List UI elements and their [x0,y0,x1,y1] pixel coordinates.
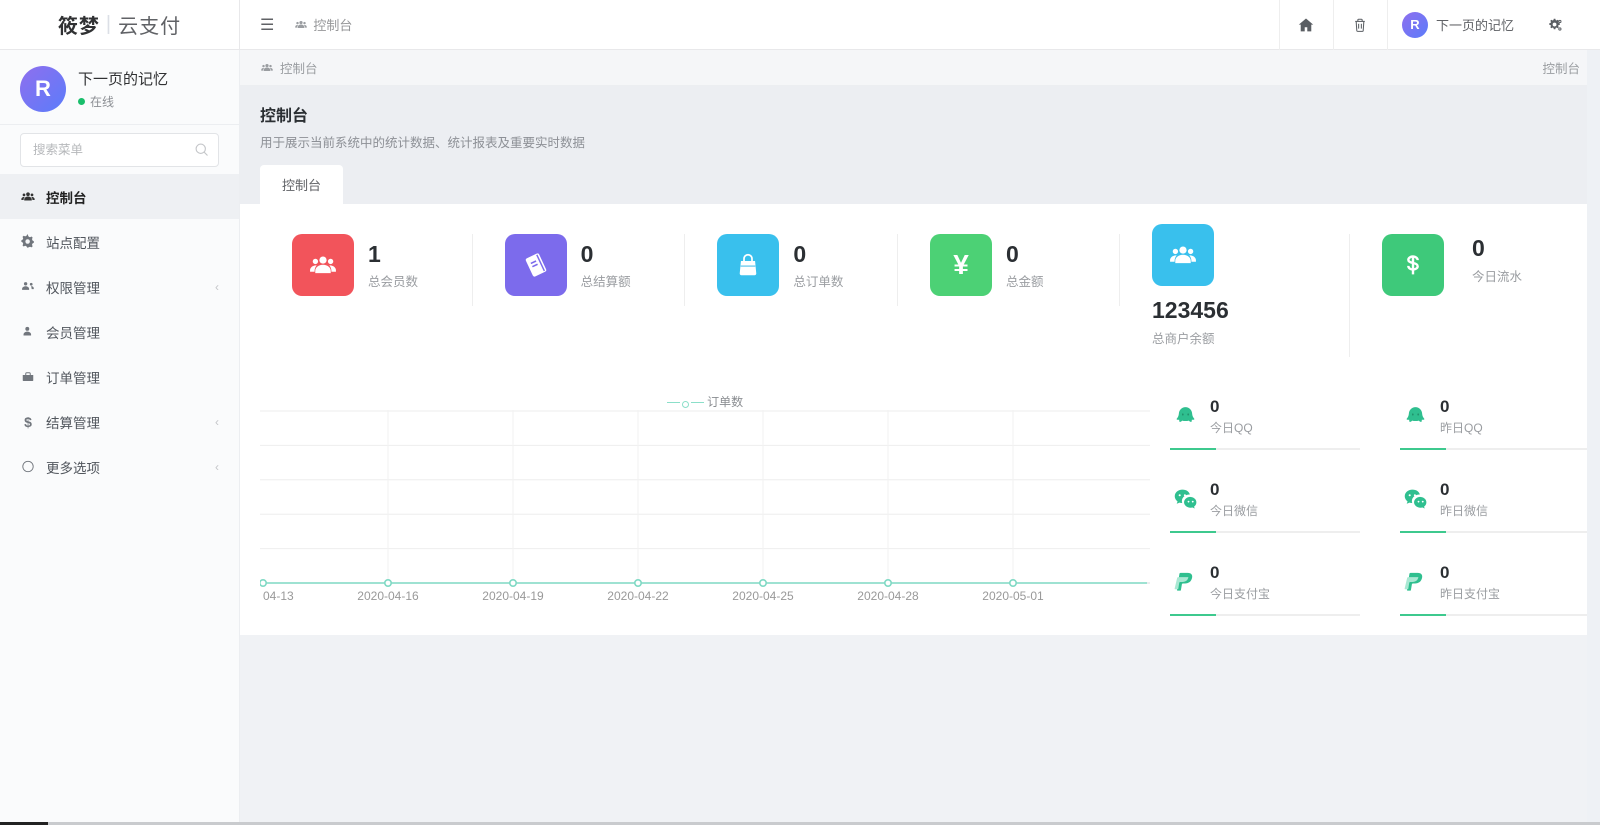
svg-text:2020-04-25: 2020-04-25 [732,589,794,603]
svg-text:04-13: 04-13 [263,589,294,603]
svg-text:2020-04-16: 2020-04-16 [357,589,419,603]
svg-text:2020-04-28: 2020-04-28 [857,589,919,603]
svg-text:2020-04-22: 2020-04-22 [607,589,669,603]
svg-text:2020-05-01: 2020-05-01 [982,589,1044,603]
svg-text:2020-04-19: 2020-04-19 [482,589,544,603]
